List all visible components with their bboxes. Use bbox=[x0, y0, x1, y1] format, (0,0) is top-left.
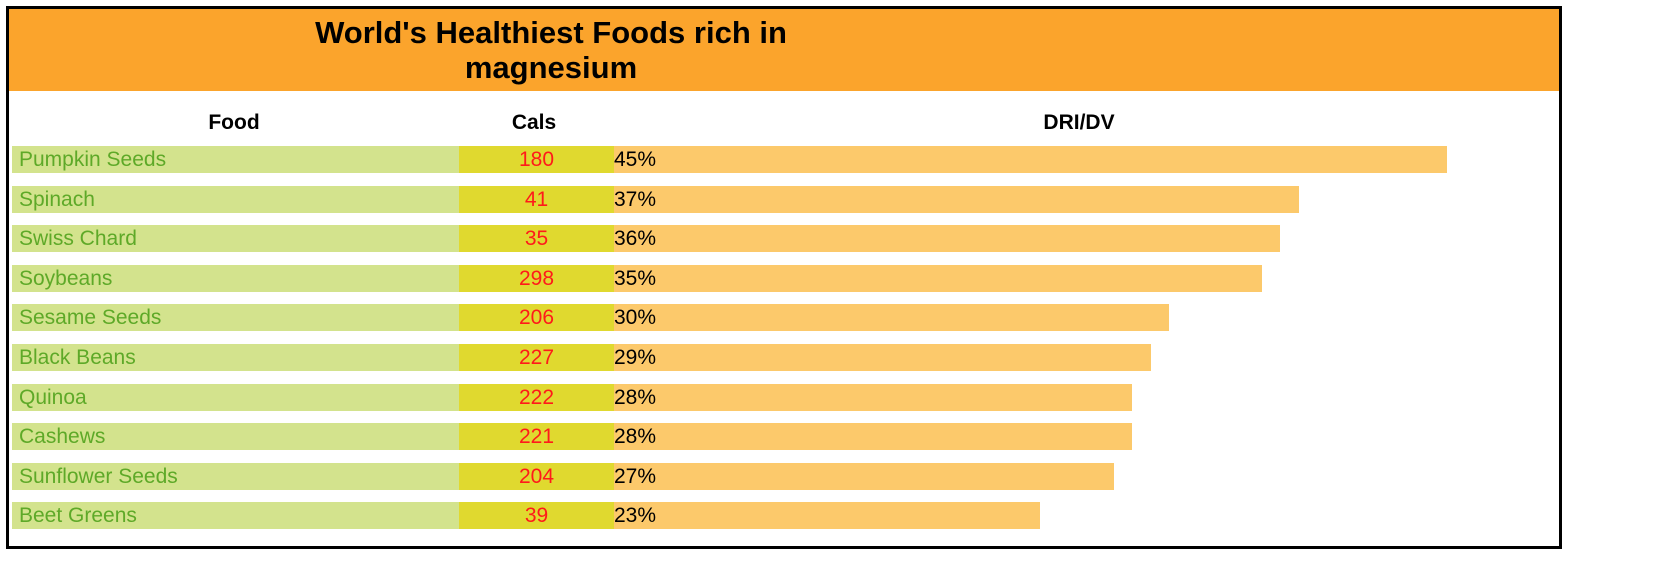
food-cell: Sunflower Seeds bbox=[12, 462, 459, 490]
dri-label: 28% bbox=[614, 425, 657, 449]
dri-label: 37% bbox=[614, 187, 657, 211]
dri-label: 28% bbox=[614, 385, 657, 409]
chart-title: World's Healthiest Foods rich in magnesi… bbox=[315, 15, 787, 85]
cals-cell: 41 bbox=[459, 185, 614, 213]
food-cell: Swiss Chard bbox=[12, 225, 459, 253]
dri-bar bbox=[614, 383, 1133, 411]
table-row: Beet Greens 39 23% bbox=[12, 502, 1557, 530]
cals-cell: 227 bbox=[459, 344, 614, 371]
dri-label: 36% bbox=[614, 227, 657, 251]
cals-cell: 180 bbox=[459, 146, 614, 173]
dri-label: 45% bbox=[614, 148, 657, 171]
food-cell: Cashews bbox=[12, 423, 459, 451]
dri-label: 35% bbox=[614, 266, 657, 290]
dri-bar bbox=[614, 344, 1151, 371]
food-cell: Beet Greens bbox=[12, 502, 459, 530]
title-band: World's Healthiest Foods rich in magnesi… bbox=[9, 9, 1559, 91]
dri-bar bbox=[614, 185, 1299, 213]
cals-cell: 204 bbox=[459, 462, 614, 490]
column-header-cals: Cals bbox=[511, 111, 557, 134]
cals-cell: 222 bbox=[459, 383, 614, 411]
food-cell: Soybeans bbox=[12, 264, 459, 292]
cals-cell: 221 bbox=[459, 423, 614, 451]
cals-cell: 298 bbox=[459, 264, 614, 292]
cals-cell: 39 bbox=[459, 502, 614, 530]
food-cell: Pumpkin Seeds bbox=[12, 146, 459, 173]
food-cell: Sesame Seeds bbox=[12, 304, 459, 332]
table-row: Sesame Seeds 206 30% bbox=[12, 304, 1557, 332]
dri-bar bbox=[614, 462, 1114, 490]
column-header-dri-dv: DRI/DV bbox=[1043, 111, 1115, 134]
dri-label: 30% bbox=[614, 306, 657, 330]
table-row: Soybeans 298 35% bbox=[12, 264, 1557, 292]
dri-bar bbox=[614, 502, 1040, 530]
cals-cell: 206 bbox=[459, 304, 614, 332]
dri-bar bbox=[614, 304, 1170, 332]
table-row: Swiss Chard 35 36% bbox=[12, 225, 1557, 253]
cals-cell: 35 bbox=[459, 225, 614, 253]
dri-bar bbox=[614, 264, 1262, 292]
table-row: Cashews 221 28% bbox=[12, 423, 1557, 451]
table-row: Spinach 41 37% bbox=[12, 185, 1557, 213]
food-cell: Spinach bbox=[12, 185, 459, 213]
dri-label: 27% bbox=[614, 464, 657, 488]
food-cell: Black Beans bbox=[12, 344, 459, 371]
dri-bar bbox=[614, 423, 1133, 451]
dri-label: 23% bbox=[614, 504, 657, 528]
table-row: Quinoa 222 28% bbox=[12, 383, 1557, 411]
table-row: Sunflower Seeds 204 27% bbox=[12, 462, 1557, 490]
chart-frame: World's Healthiest Foods rich in magnesi… bbox=[6, 6, 1562, 549]
table-row: Black Beans 227 29% bbox=[12, 344, 1557, 371]
column-header-food: Food bbox=[208, 111, 260, 134]
dri-bar bbox=[614, 225, 1281, 253]
dri-bar bbox=[614, 146, 1447, 173]
dri-label: 29% bbox=[614, 346, 657, 369]
food-cell: Quinoa bbox=[12, 383, 459, 411]
table-row: Pumpkin Seeds 180 45% bbox=[12, 146, 1557, 173]
